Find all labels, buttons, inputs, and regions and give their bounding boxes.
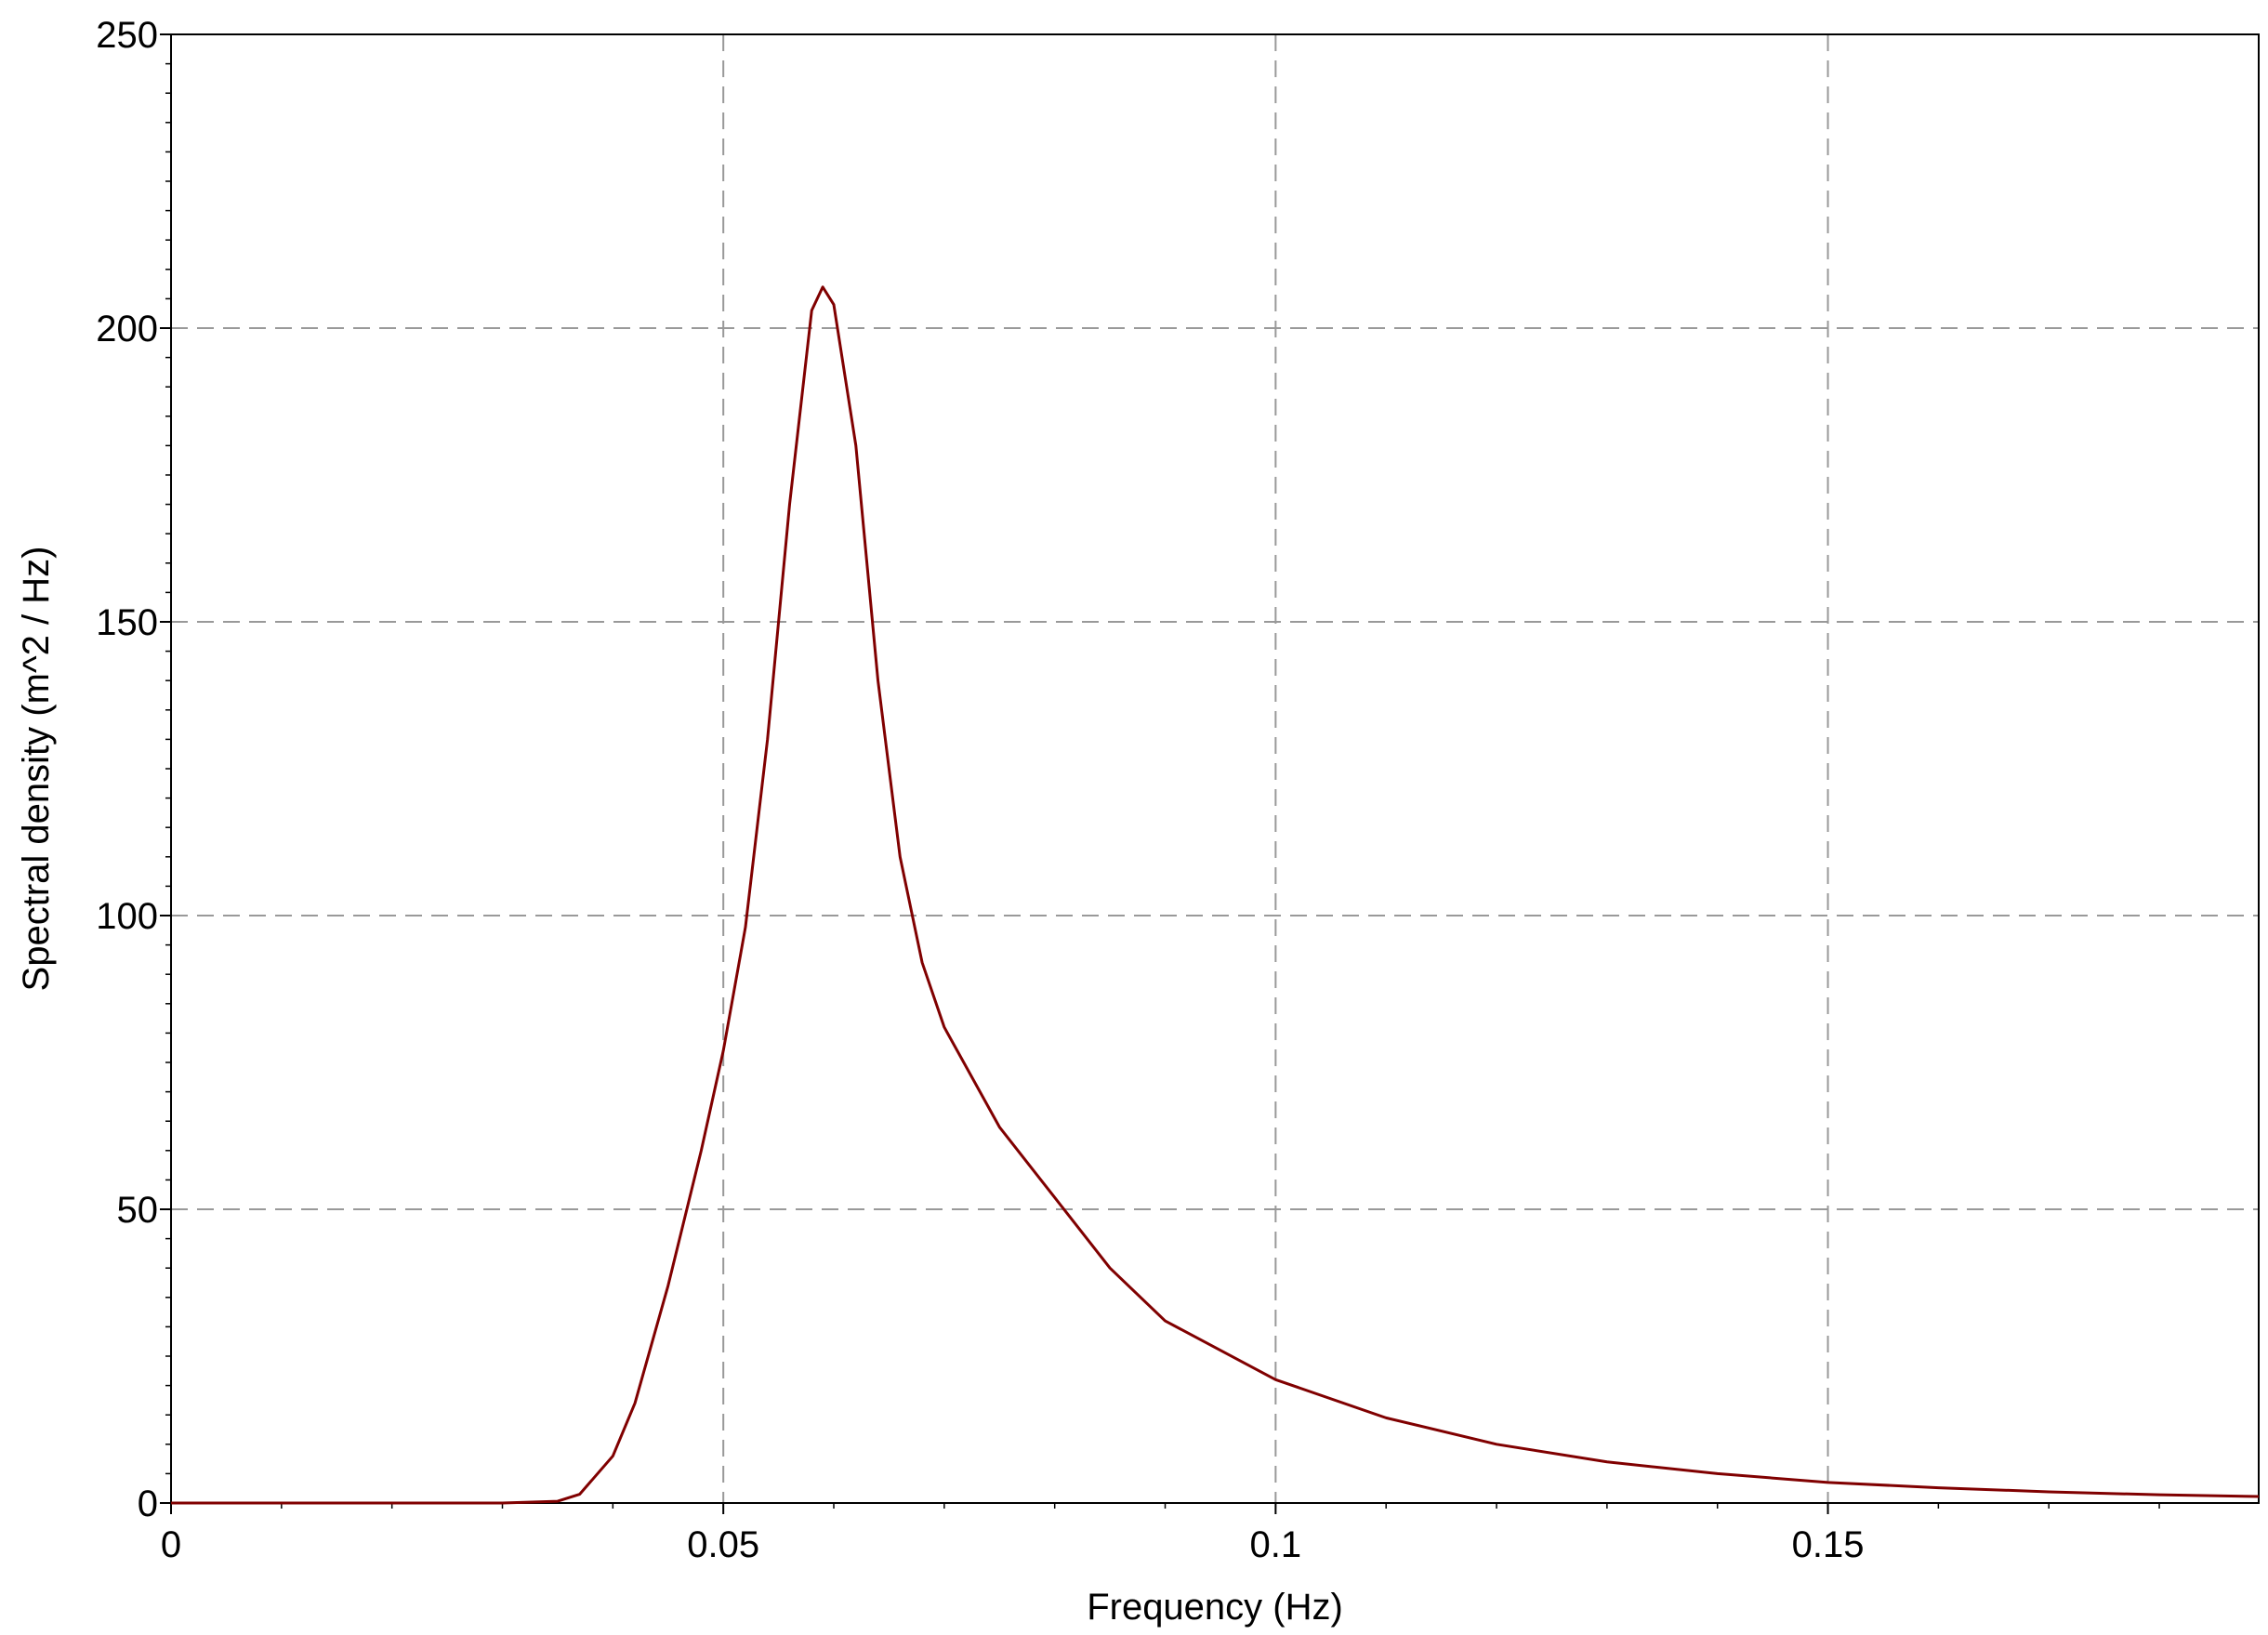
y-tick-label: 150 [96, 602, 158, 643]
x-tick-label: 0.15 [1792, 1524, 1865, 1565]
x-tick-label: 0.1 [1250, 1524, 1302, 1565]
y-tick-label: 100 [96, 896, 158, 937]
line-series [171, 285, 2260, 1505]
x-tick-label: 0 [161, 1524, 181, 1565]
y-tick-label: 0 [138, 1483, 158, 1524]
x-tick-label: 0.05 [687, 1524, 759, 1565]
plot-frame [170, 33, 2260, 1504]
x-axis-label: Frequency (Hz) [1087, 1587, 1343, 1628]
y-tick-label: 50 [117, 1190, 159, 1231]
y-axis-label: Spectral density (m^2 / Hz) [16, 547, 57, 992]
y-tick-label: 250 [96, 15, 158, 56]
y-tick-label: 200 [96, 309, 158, 349]
